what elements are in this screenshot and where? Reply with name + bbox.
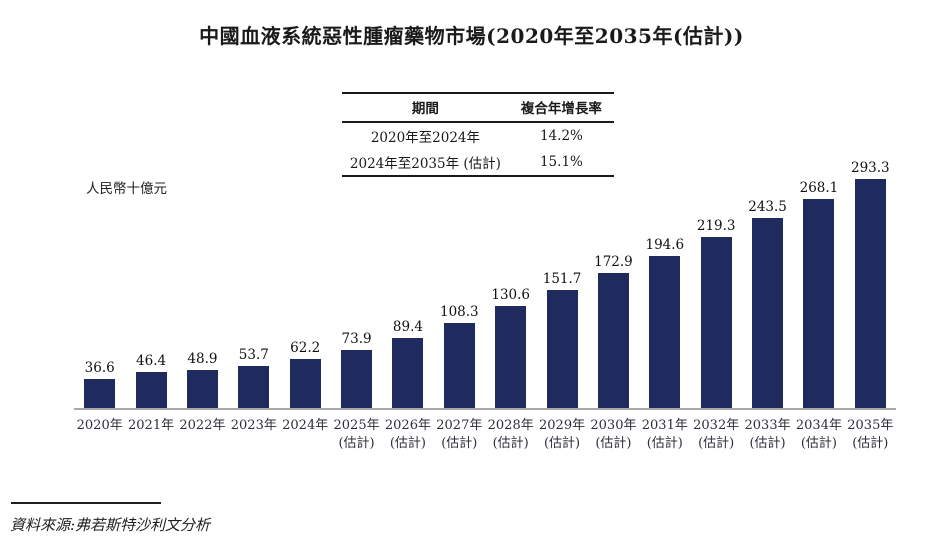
bar [289,359,321,408]
source-divider [11,502,161,504]
x-axis-label: 2021年 [128,418,175,433]
bar-column: 293.3 [845,160,896,408]
bar [392,338,424,408]
bar [700,236,732,408]
bar-column: 243.5 [742,199,793,408]
bar [443,323,475,408]
bar-value-label: 151.7 [542,270,582,287]
bar-column: 48.9 [177,351,228,408]
bar [597,273,629,408]
cagr-table-head: 期間 複合年增長率 [342,93,614,123]
bar-value-label: 194.6 [645,237,685,254]
bar-value-label: 108.3 [439,304,479,321]
bar-column: 130.6 [485,287,536,408]
x-axis-label: 2026年 (估計) [384,418,431,452]
x-axis-label: 2025年 (估計) [333,418,380,452]
x-axis-label: 2033年 (估計) [744,418,791,452]
bar [186,369,218,408]
bar-column: 73.9 [331,331,382,408]
bar-value-label: 36.6 [84,360,115,377]
x-axis-label: 2034年 (估計) [795,418,842,452]
cagr-table-body: 2020年至2024年 14.2% 2024年至2035年 (估計) 15.1% [342,122,614,176]
bar-column: 36.6 [74,360,125,408]
bar [341,350,373,408]
bar-column: 89.4 [382,319,433,408]
x-axis-label: 2030年 (估計) [590,418,637,452]
x-axis-label: 2023年 [230,418,277,433]
x-axis-label: 2031年 (估計) [641,418,688,452]
x-axis-label: 2024年 [282,418,329,433]
bar-value-label: 219.3 [696,217,736,234]
cagr-table-row: 2024年至2035年 (估計) 15.1% [342,149,614,176]
bar-column: 172.9 [588,254,639,408]
bar-column: 53.7 [228,347,279,408]
bar [135,371,167,408]
bar-value-label: 268.1 [799,179,839,196]
bar-value-label: 293.3 [850,160,890,176]
bar [546,289,578,408]
cagr-cell-period: 2024年至2035年 (估計) [349,156,501,172]
bar [649,256,681,408]
bar [238,366,270,408]
cagr-table-header-row: 期間 複合年增長率 [342,93,614,123]
bar [752,217,784,408]
bar-column: 219.3 [691,218,742,408]
cagr-table-row: 2020年至2024年 14.2% [342,122,614,149]
bar-value-label: 73.9 [341,331,372,348]
bar-column: 268.1 [793,180,844,408]
source-text: 資料來源:弗若斯特沙利文分析 [10,516,211,534]
cagr-header-period: 期間 [342,93,509,123]
bar-column: 108.3 [434,304,485,408]
x-axis-label: 2028年 (估計) [487,418,534,452]
plot-area: 36.6 46.4 48.9 53.7 62.2 73.9 89.4 108.3 130.6 15… [74,150,896,410]
x-axis-label: 2020年 [76,418,123,433]
cagr-header-rate: 複合年增長率 [508,93,614,123]
x-axis: 2020年 2021年 2022年 2023年 2024年 2025年 (估計) 2026年(… [74,417,896,453]
chart-title: 中國血液系統惡性腫瘤藥物市場(2020年至2035年(估計)) [199,24,744,48]
bar [854,179,886,408]
x-axis-label: 2027年 (估計) [436,418,483,452]
bar-column: 194.6 [639,237,690,408]
bar [495,306,527,408]
bar-column: 46.4 [125,353,176,408]
x-axis-label: 2029年 (估計) [539,418,586,452]
bar-value-label: 89.4 [392,319,423,336]
bar [84,379,116,408]
bar-chart: 36.6 46.4 48.9 53.7 62.2 73.9 89.4 108.3 130.6 15… [74,150,896,453]
bar-value-label: 48.9 [187,350,218,367]
bar-value-label: 53.7 [238,347,269,364]
cagr-cell-rate: 14.2% [539,128,583,144]
bar-value-label: 130.6 [491,287,531,303]
bar-value-label: 172.9 [594,254,633,270]
x-axis-label: 2022年 [179,418,226,433]
x-axis-label: 2035年 (估計) [847,418,894,452]
x-axis-label: 2032年 (估計) [693,418,740,452]
bar [803,198,835,408]
bar-value-label: 62.2 [290,340,321,357]
cagr-table: 期間 複合年增長率 2020年至2024年 14.2% 2024年至2035年 (估… [342,92,614,177]
bar-column: 151.7 [536,271,587,408]
cagr-cell-period: 2020年至2024年 [370,130,481,146]
bar-value-label: 46.4 [136,352,167,369]
bar-value-label: 243.5 [748,198,787,215]
bar-column: 62.2 [280,340,331,408]
cagr-cell-rate: 15.1% [539,154,583,170]
y-axis-unit-label: 人民幣十億元 [86,181,167,197]
